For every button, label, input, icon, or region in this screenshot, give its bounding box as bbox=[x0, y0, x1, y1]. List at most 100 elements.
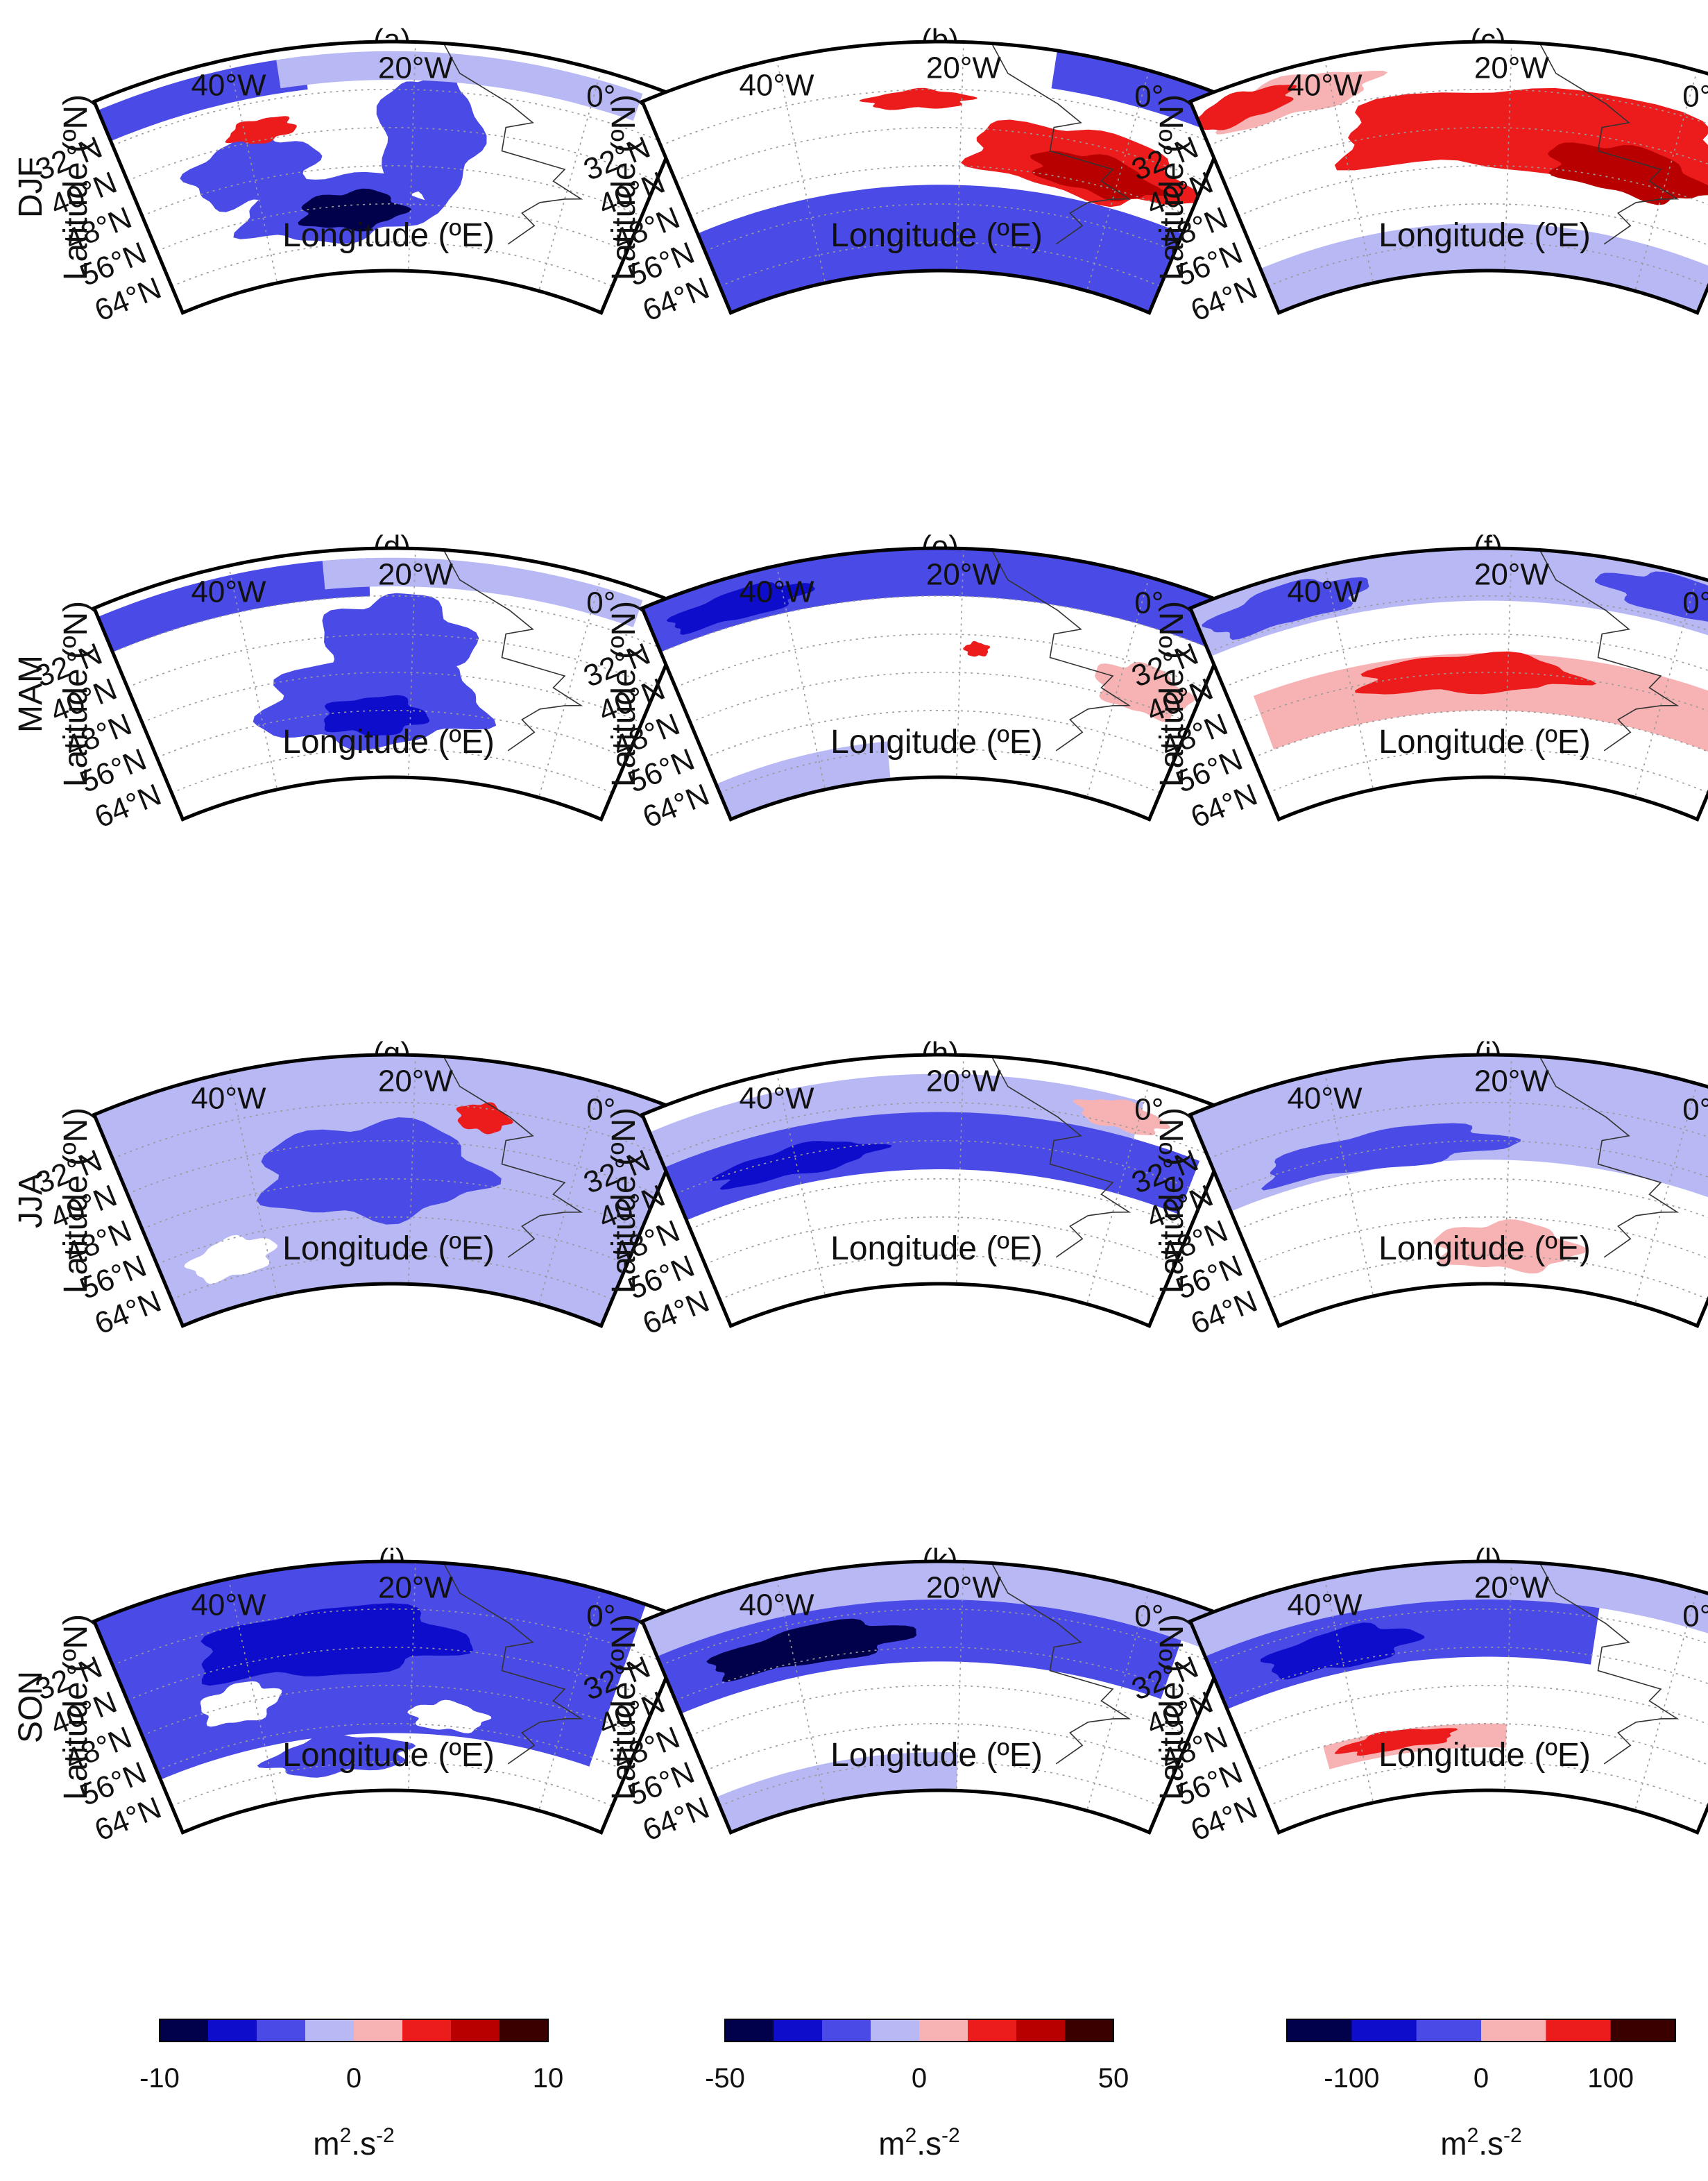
gridline-lon bbox=[1504, 1055, 1512, 1284]
gridline-lat bbox=[690, 672, 1190, 723]
panel-f: (f)64°N56°N48°N40°N32°N40°W20°W0°Latitud… bbox=[1127, 529, 1708, 835]
gridline-lon bbox=[1324, 59, 1374, 283]
field-layer bbox=[94, 1561, 647, 1780]
field-region bbox=[664, 1112, 1200, 1221]
colorbar-tick-label: 10 bbox=[533, 2063, 564, 2094]
gridline-lat bbox=[660, 1609, 1220, 1666]
field-region bbox=[407, 1699, 492, 1733]
field-region bbox=[1073, 1099, 1170, 1136]
gridline-lon bbox=[408, 1055, 416, 1284]
field-layer bbox=[1190, 1561, 1708, 1770]
colorbar-swatch bbox=[774, 2019, 823, 2042]
field-region bbox=[697, 185, 1183, 313]
map-frame bbox=[1188, 1053, 1708, 1328]
coastline bbox=[1539, 550, 1680, 752]
x-axis-label: Longitude (ºE) bbox=[282, 1230, 495, 1267]
gridline-lat bbox=[690, 1178, 1190, 1230]
field-region bbox=[666, 582, 815, 635]
y-axis-label: Latitude (ºN) bbox=[606, 94, 642, 280]
gridline-lon bbox=[956, 42, 964, 271]
coastline bbox=[991, 550, 1131, 752]
gridline-lon bbox=[538, 70, 602, 291]
field-layer bbox=[98, 557, 643, 751]
gridline-lat bbox=[171, 1761, 613, 1807]
gridline-lat bbox=[1267, 1761, 1708, 1807]
lon-tick-label: 20°W bbox=[926, 1064, 1002, 1098]
lon-tick-label: 20°W bbox=[926, 51, 1002, 85]
colorbar-tick-label: 0 bbox=[912, 2063, 927, 2094]
gridline-lon bbox=[1634, 70, 1698, 291]
y-axis-label: Latitude (ºN) bbox=[1154, 94, 1190, 280]
panel-j: (j)64°N56°N48°N40°N32°N40°W20°W0°Latitud… bbox=[12, 1543, 692, 1848]
gridline-lat bbox=[660, 1102, 1220, 1160]
gridline-lon bbox=[228, 1072, 278, 1296]
gridline-lon bbox=[1086, 1590, 1150, 1811]
field-region bbox=[322, 557, 643, 627]
field-region bbox=[1190, 85, 1297, 130]
field-region bbox=[98, 558, 370, 652]
colorbar-swatch bbox=[1065, 2019, 1114, 2042]
field-layer bbox=[1190, 548, 1708, 752]
y-axis-label: Latitude (ºN) bbox=[1154, 601, 1190, 787]
x-axis-label: Longitude (ºE) bbox=[1378, 1737, 1591, 1774]
lon-tick-label: 20°W bbox=[926, 1571, 1002, 1605]
map-frame bbox=[1188, 40, 1708, 315]
gridline-lon bbox=[956, 1055, 964, 1284]
gridline-lon bbox=[228, 1579, 278, 1803]
coastline bbox=[991, 1563, 1131, 1765]
colorbar-swatch bbox=[1546, 2019, 1612, 2042]
coastline bbox=[443, 43, 583, 245]
field-region bbox=[256, 1117, 502, 1225]
field-layer bbox=[649, 1073, 1200, 1221]
lon-tick-label: 40°W bbox=[191, 575, 266, 609]
gridline-lat bbox=[719, 241, 1161, 287]
field-region bbox=[1190, 1561, 1708, 1657]
gridline-lon bbox=[1324, 1579, 1374, 1803]
x-axis-label: Longitude (ºE) bbox=[830, 217, 1043, 254]
field-region bbox=[180, 131, 323, 212]
season-label: DJF bbox=[12, 157, 49, 218]
lon-tick-label: 20°W bbox=[378, 1064, 454, 1098]
y-axis-label: Latitude (ºN) bbox=[58, 94, 94, 280]
gridline-lat bbox=[142, 165, 642, 217]
gridline-lat bbox=[1267, 1255, 1708, 1300]
field-region bbox=[710, 1141, 892, 1190]
field-region bbox=[716, 741, 891, 820]
colorbar-tick-label: 0 bbox=[1474, 2063, 1489, 2094]
gridline-lat bbox=[1208, 1102, 1708, 1160]
lon-tick-label: 20°W bbox=[378, 558, 454, 592]
colorbar-swatch bbox=[968, 2019, 1017, 2042]
field-region bbox=[1323, 1723, 1507, 1770]
lon-tick-label: 0° bbox=[586, 1599, 615, 1633]
x-axis-label: Longitude (ºE) bbox=[282, 217, 495, 254]
colorbar-swatch bbox=[257, 2019, 306, 2042]
gridline-lon bbox=[228, 566, 278, 790]
coastline bbox=[443, 1563, 583, 1765]
x-axis-label: Longitude (ºE) bbox=[1378, 724, 1591, 761]
gridline-lon bbox=[1634, 1083, 1698, 1305]
lon-tick-label: 0° bbox=[1134, 1599, 1163, 1633]
field-region bbox=[657, 1599, 1181, 1714]
colorbar-tick-label: 0 bbox=[346, 2063, 361, 2094]
field-region bbox=[257, 1733, 416, 1778]
gridline-lat bbox=[1208, 1609, 1708, 1666]
gridline-lon bbox=[408, 1561, 416, 1791]
gridline-lat bbox=[660, 89, 1220, 146]
gridline-lat bbox=[112, 89, 672, 146]
colorbar-swatch bbox=[1351, 2019, 1417, 2042]
gridline-lat bbox=[171, 748, 613, 794]
gridline-lon bbox=[956, 1561, 964, 1791]
x-axis-label: Longitude (ºE) bbox=[282, 1737, 495, 1774]
gridline-lat bbox=[1238, 165, 1708, 217]
colorbar-swatch bbox=[208, 2019, 257, 2042]
colorbar-swatch bbox=[354, 2019, 403, 2042]
gridline-lat bbox=[142, 672, 642, 723]
x-axis-label: Longitude (ºE) bbox=[830, 724, 1043, 761]
gridline-lon bbox=[1324, 1072, 1374, 1296]
field-region bbox=[1205, 1599, 1600, 1710]
gridline-lon bbox=[956, 548, 964, 778]
panel-k: (k)64°N56°N48°N40°N32°N40°W20°W0°Latitud… bbox=[579, 1543, 1240, 1848]
gridline-lon bbox=[776, 59, 826, 283]
colorbar-swatch bbox=[919, 2019, 968, 2042]
panel-c: (c)64°N56°N48°N40°N32°N40°W20°W0°Latitud… bbox=[1127, 23, 1708, 328]
